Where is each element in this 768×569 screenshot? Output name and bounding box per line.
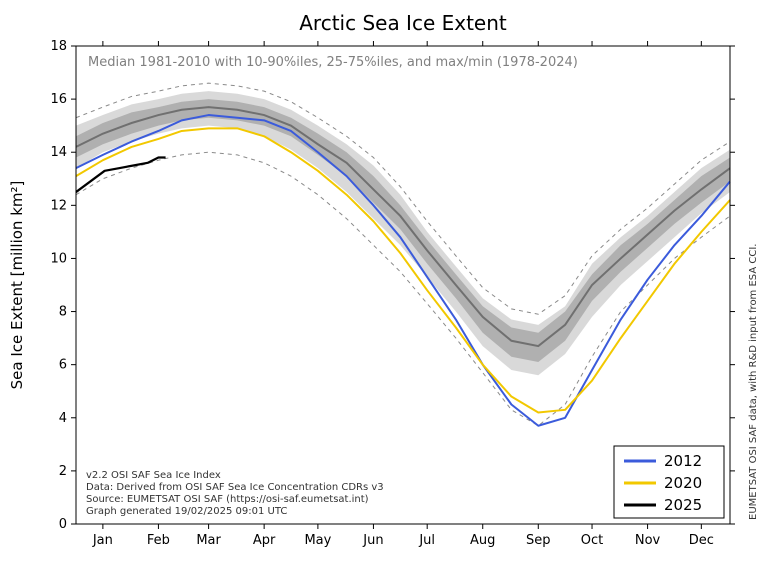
xtick-label: Jan [92,533,113,548]
xtick-label: Apr [253,533,276,548]
xtick-label: Sep [526,533,551,548]
ytick-label: 4 [59,411,67,426]
legend-label: 2020 [664,474,702,492]
chart-title: Arctic Sea Ice Extent [299,11,507,35]
footnote: Source: EUMETSAT OSI SAF (https://osi-sa… [86,494,369,505]
xtick-label: Nov [635,533,661,548]
ytick-label: 10 [50,251,67,266]
legend-label: 2012 [664,452,702,470]
footnote: Data: Derived from OSI SAF Sea Ice Conce… [86,482,384,493]
chart-subtitle: Median 1981-2010 with 10-90%iles, 25-75%… [88,55,578,70]
ytick-label: 18 [50,39,67,54]
xtick-label: Feb [147,533,170,548]
xtick-label: Aug [470,533,495,548]
legend-label: 2025 [664,496,702,514]
xtick-label: Dec [689,533,714,548]
side-credit: EUMETSAT OSI SAF data, with R&D input fr… [748,244,759,520]
xtick-label: Jun [362,533,383,548]
xtick-label: Jul [418,533,435,548]
ytick-label: 14 [50,145,67,160]
xtick-label: May [304,533,331,548]
ytick-label: 6 [59,358,67,373]
ytick-label: 8 [59,305,67,320]
chart-svg: 0 2 4 6 8 10 12 14 16 18 Jan Feb Mar Apr May Jun Jul Aug S… [0,0,768,569]
xtick-label: Mar [196,533,221,548]
xtick-label: Oct [581,533,603,548]
ytick-label: 12 [50,198,67,213]
ytick-label: 2 [59,464,67,479]
y-axis-label: Sea Ice Extent [million km²] [8,181,26,390]
ytick-label: 16 [50,92,67,107]
figure-root: 0 2 4 6 8 10 12 14 16 18 Jan Feb Mar Apr May Jun Jul Aug S… [0,0,768,569]
footnote: Graph generated 19/02/2025 09:01 UTC [86,506,287,517]
ytick-label: 0 [59,517,67,532]
footnote: v2.2 OSI SAF Sea Ice Index [86,470,221,481]
